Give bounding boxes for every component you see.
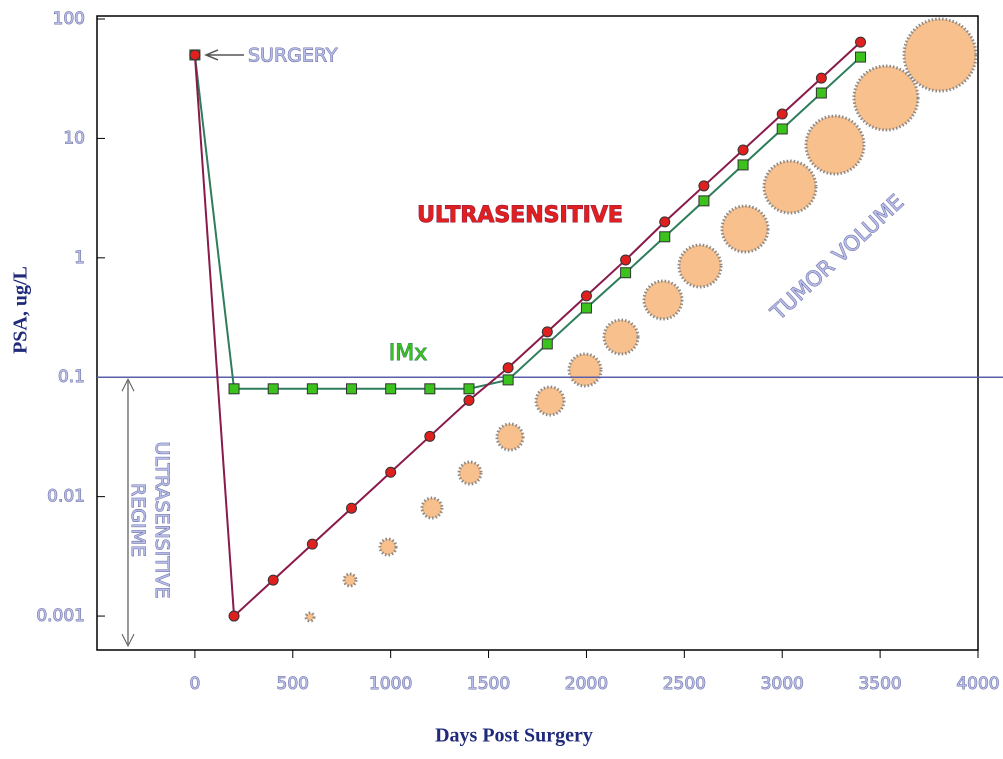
x-tick-label: 1500	[467, 674, 510, 694]
point	[267, 574, 279, 586]
x-tick-label: 4000	[956, 674, 999, 694]
tumor-circle	[495, 422, 525, 452]
tumor-volume-circles	[304, 17, 978, 623]
point	[424, 430, 436, 442]
point	[502, 374, 514, 386]
regime-label-line: REGIME	[128, 483, 150, 557]
surgery-arrow	[204, 49, 244, 61]
x-tick-label: 500	[277, 674, 309, 694]
tumor-circle	[720, 204, 770, 254]
regime-label-line: ULTRASENSITIVE	[152, 441, 174, 598]
point	[424, 383, 436, 395]
point	[385, 466, 397, 478]
point	[541, 326, 553, 338]
legend-label: IMx	[389, 341, 428, 366]
tumor-circle	[902, 17, 978, 93]
y-tick-label: 0.1	[58, 367, 85, 387]
series-line	[193, 54, 862, 390]
tumor-circle	[534, 385, 566, 417]
point	[463, 394, 475, 406]
y-tick-label: 100	[53, 9, 85, 29]
point	[698, 195, 710, 207]
y-tick-label: 0.001	[36, 606, 85, 626]
point	[385, 383, 397, 395]
point	[306, 538, 318, 550]
tumor-circle	[852, 64, 920, 132]
tumor-circle	[378, 537, 398, 557]
x-tick-label: 1000	[369, 674, 412, 694]
surgery-label: SURGERY	[248, 44, 338, 66]
point	[815, 72, 827, 84]
regime-label: ULTRASENSITIVEREGIME	[128, 441, 174, 598]
x-tick-label: 3000	[761, 674, 804, 694]
x-tick-label: 0	[189, 674, 200, 694]
x-tick-label: 2000	[565, 674, 608, 694]
point	[463, 383, 475, 395]
point	[855, 36, 867, 48]
point	[346, 383, 358, 395]
x-axis-title: Days Post Surgery	[435, 725, 593, 747]
point	[541, 338, 553, 350]
point	[776, 108, 788, 120]
tumor-circle	[762, 159, 818, 215]
point	[502, 362, 514, 374]
point	[580, 290, 592, 302]
tumor-circle	[602, 318, 640, 356]
legend-label: ULTRASENSITIVE	[417, 203, 623, 228]
tumor-circle	[804, 114, 866, 176]
point	[815, 87, 827, 99]
tumor-circle	[642, 279, 684, 321]
point	[267, 383, 279, 395]
point	[659, 231, 671, 243]
point	[737, 159, 749, 171]
y-tick-label: 1	[74, 248, 85, 268]
point	[306, 383, 318, 395]
point	[855, 51, 867, 63]
point	[737, 144, 749, 156]
series-line	[193, 41, 862, 619]
point	[659, 216, 671, 228]
tumor-circle	[567, 352, 603, 388]
tumor-circle	[457, 460, 483, 486]
point	[346, 502, 358, 514]
point	[580, 302, 592, 314]
arrow-head	[121, 633, 135, 648]
tumor-circle	[677, 243, 723, 289]
tumor-circle	[304, 611, 316, 623]
point	[776, 123, 788, 135]
y-tick-label: 10	[63, 128, 85, 148]
tumor-circle	[420, 496, 444, 520]
point	[228, 383, 240, 395]
point	[620, 254, 632, 266]
x-tick-label: 3500	[858, 674, 901, 694]
point	[620, 267, 632, 279]
point	[189, 49, 201, 61]
x-tick-label: 2500	[663, 674, 706, 694]
plot-frame	[96, 15, 979, 651]
y-tick-label: 0.01	[47, 487, 85, 507]
point	[228, 610, 240, 622]
point	[698, 180, 710, 192]
tumor-circle	[342, 572, 358, 588]
y-axis-title: PSA, ug/L	[10, 266, 32, 354]
arrow-head	[121, 378, 135, 392]
